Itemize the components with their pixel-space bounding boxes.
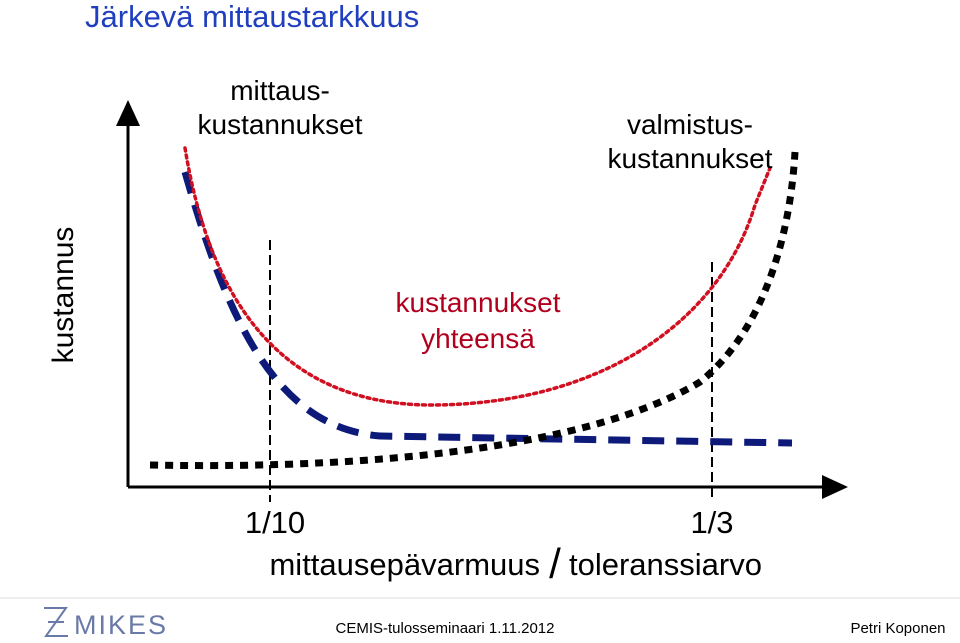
curve-label: kustannukset xyxy=(198,109,363,140)
curve-label: kustannukset xyxy=(608,143,773,174)
title: Järkevä mittaustarkkuus xyxy=(85,0,419,34)
x-axis-label: / xyxy=(549,540,561,587)
x-marker-label: 1/10 xyxy=(245,505,305,540)
curve-label: valmistus- xyxy=(627,109,753,140)
logo-icon xyxy=(44,607,68,637)
curve-label: mittaus- xyxy=(230,75,330,106)
x-axis-label: mittausepävarmuus xyxy=(269,547,540,582)
footer-event: CEMIS-tulosseminaari 1.11.2012 xyxy=(336,620,555,637)
y-arrow xyxy=(116,100,140,126)
x-axis-label: toleranssiarvo xyxy=(569,547,762,582)
measurement-cost-curve xyxy=(181,171,793,447)
logo: MIKES xyxy=(74,610,168,640)
y-axis-label: kustannus xyxy=(47,227,80,364)
curve-label: kustannukset xyxy=(396,287,561,318)
x-marker-label: 1/3 xyxy=(690,505,733,540)
total-cost-curve xyxy=(183,146,772,407)
footer-author: Petri Koponen xyxy=(850,620,945,637)
x-arrow xyxy=(822,475,848,499)
curve-label: yhteensä xyxy=(421,323,535,354)
